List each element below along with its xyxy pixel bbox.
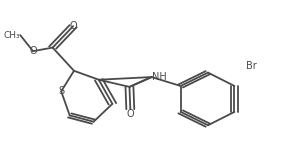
Text: O: O bbox=[29, 46, 37, 56]
Text: Br: Br bbox=[246, 61, 256, 71]
Text: S: S bbox=[58, 86, 64, 96]
Text: CH₃: CH₃ bbox=[3, 31, 20, 40]
Text: O: O bbox=[69, 21, 77, 31]
Text: O: O bbox=[126, 109, 134, 119]
Text: NH: NH bbox=[152, 72, 166, 82]
